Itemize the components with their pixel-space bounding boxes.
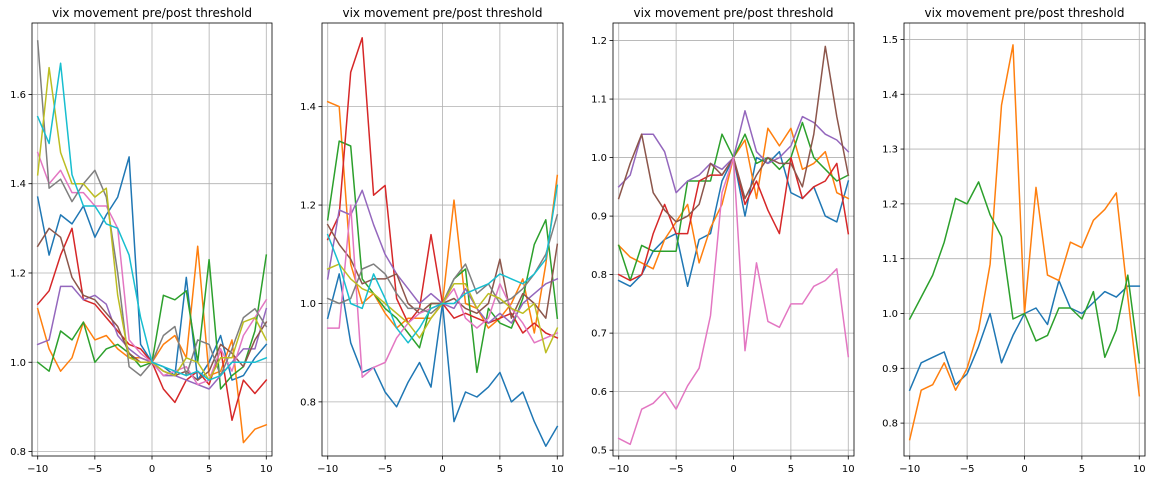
y-tick-label: 0.8 — [882, 419, 898, 430]
y-tick-label: 1.0 — [300, 299, 316, 310]
subplot-2: −10 −5 0 5 10 0.8 1.0 1.2 1.4 vix movement pre/po… — [300, 6, 564, 475]
y-tick-label: 0.8 — [10, 447, 26, 458]
x-tick-label: 5 — [497, 464, 503, 475]
y-tick-label: 0.7 — [591, 329, 607, 340]
y-tick-label: 1.4 — [882, 90, 898, 101]
series-line-10 — [326, 184, 559, 344]
subplot-4: −10 −5 0 5 10 0.8 0.9 1.0 1.1 1.2 1.3 1.4 1.5 vix mov… — [882, 6, 1146, 475]
y-tick-label: 1.3 — [882, 145, 898, 156]
y-tick-label: 0.9 — [591, 212, 607, 223]
x-tick-label: −10 — [27, 464, 48, 475]
x-tick-label: 0 — [1021, 464, 1027, 475]
x-tick-label: −10 — [899, 464, 920, 475]
chart-title: vix movement pre/post threshold — [52, 6, 252, 20]
y-tick-label: 1.5 — [882, 35, 898, 46]
y-tick-label: 1.2 — [882, 199, 898, 210]
x-tick-label: 10 — [1133, 464, 1146, 475]
x-tick-label: −5 — [960, 464, 975, 475]
y-tick-label: 1.0 — [591, 153, 607, 164]
y-tick-label: 1.2 — [300, 201, 316, 212]
x-tick-label: −5 — [87, 464, 102, 475]
x-tick-label: −5 — [378, 464, 393, 475]
subplot-3: −10 −5 0 5 10 0.5 0.6 0.7 0.8 0.9 1.0 1.1 1.2 vix mov… — [591, 6, 855, 475]
x-tick-label: 5 — [206, 464, 212, 475]
y-tick-label: 1.2 — [591, 36, 607, 47]
chart-title: vix movement pre/post threshold — [924, 6, 1124, 20]
series-line-10 — [36, 62, 268, 381]
y-tick-label: 1.2 — [10, 268, 26, 279]
chart-title: vix movement pre/post threshold — [342, 6, 542, 20]
y-tick-label: 0.9 — [882, 364, 898, 375]
x-tick-label: 10 — [260, 464, 273, 475]
x-tick-label: 10 — [842, 464, 855, 475]
subplot-1: −10 −5 0 5 10 0.8 1.0 1.2 1.4 1.6 vix movement pre… — [10, 6, 273, 475]
y-tick-label: 1.6 — [10, 90, 26, 101]
x-tick-label: −10 — [317, 464, 338, 475]
chart-title: vix movement pre/post threshold — [633, 6, 833, 20]
x-tick-label: 5 — [1079, 464, 1085, 475]
y-tick-label: 0.6 — [591, 387, 607, 398]
series-line-3 — [908, 181, 1141, 364]
y-tick-label: 0.8 — [300, 397, 316, 408]
y-tick-label: 1.1 — [882, 254, 898, 265]
y-tick-label: 1.1 — [591, 95, 607, 106]
y-tick-label: 1.4 — [10, 179, 26, 190]
y-tick-label: 1.4 — [300, 102, 316, 113]
y-tick-label: 1.0 — [882, 309, 898, 320]
x-tick-label: 5 — [788, 464, 794, 475]
y-tick-label: 0.5 — [591, 446, 607, 457]
x-tick-label: −10 — [608, 464, 629, 475]
y-tick-label: 0.8 — [591, 270, 607, 281]
x-tick-label: −5 — [669, 464, 684, 475]
y-tick-label: 1.0 — [10, 358, 26, 369]
x-tick-label: 0 — [730, 464, 736, 475]
series-line-7 — [617, 156, 850, 446]
x-tick-label: 0 — [439, 464, 445, 475]
x-tick-label: 0 — [149, 464, 155, 475]
x-tick-label: 10 — [551, 464, 564, 475]
